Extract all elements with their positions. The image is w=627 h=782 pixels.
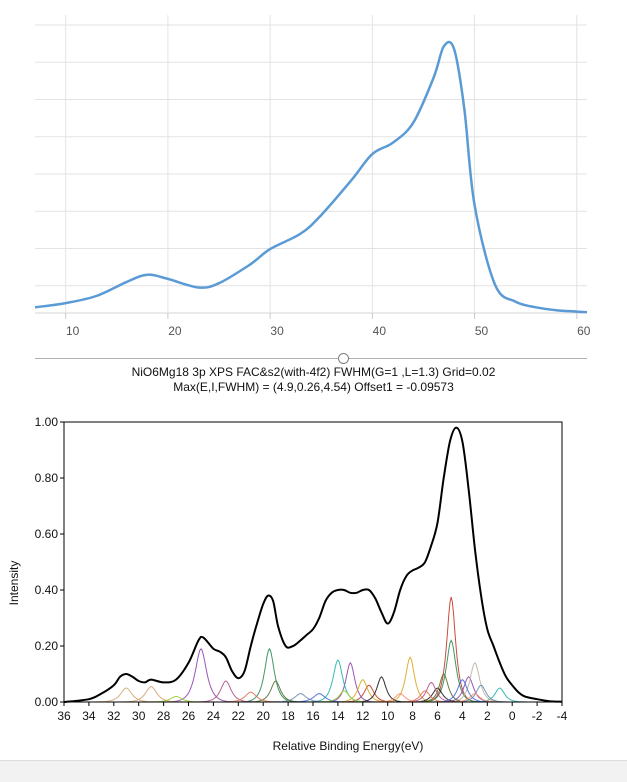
- top-spectrum-chart: 10 20 30 40 50 60: [34, 15, 591, 338]
- component-curve: [64, 661, 561, 703]
- top-x-tick-label: 20: [168, 324, 182, 338]
- component-curve: [64, 596, 561, 703]
- y-tick-label: 0.00: [35, 695, 59, 709]
- x-axis-label: Relative Binding Energy(eV): [273, 739, 424, 753]
- x-tick-label: 22: [232, 709, 246, 723]
- x-tick-label: 4: [459, 709, 466, 723]
- chart-divider: [35, 358, 587, 359]
- component-curve: [64, 680, 561, 703]
- x-tick-label: 26: [182, 709, 196, 723]
- component-curve: [64, 678, 561, 703]
- component-curves: [64, 596, 561, 703]
- x-tick-label: 2: [484, 709, 491, 723]
- top-chart-tick-labels: 10 20 30 40 50 60: [66, 324, 591, 338]
- x-tick-label: 32: [107, 709, 121, 723]
- x-tick-label: 18: [281, 709, 295, 723]
- component-curve: [64, 680, 561, 703]
- y-tick-label: 0.20: [35, 639, 59, 653]
- x-tick-label: 12: [356, 709, 370, 723]
- x-tick-label: 6: [434, 709, 441, 723]
- x-tick-label: 24: [207, 709, 221, 723]
- top-x-tick-label: 10: [66, 324, 80, 338]
- divider-drag-handle[interactable]: [338, 353, 349, 364]
- top-chart-grid: [35, 15, 587, 319]
- top-x-tick-label: 60: [577, 324, 591, 338]
- x-tick-label: 8: [409, 709, 416, 723]
- plot-frame: [63, 421, 563, 703]
- x-tick-label: 16: [306, 709, 320, 723]
- component-curve: [64, 656, 561, 703]
- component-curve: [64, 686, 561, 703]
- top-series-line: [34, 40, 588, 314]
- x-tick-label: 28: [157, 709, 171, 723]
- footer-bar: [0, 760, 627, 782]
- figure-title: NiO6Mg18 3p XPS FAC&s2(with-4f2) FWHM(G=…: [131, 365, 496, 379]
- x-tick-label: -4: [557, 709, 568, 723]
- y-tick-label: 0.40: [35, 583, 59, 597]
- x-tick-label: 34: [82, 709, 96, 723]
- x-tick-label: 30: [132, 709, 146, 723]
- x-tick-label: 14: [331, 709, 345, 723]
- component-curve: [64, 647, 561, 703]
- total-series-line: [63, 426, 563, 703]
- component-curve: [64, 678, 561, 703]
- x-tick-label: 0: [509, 709, 516, 723]
- x-tick-label: 36: [57, 709, 71, 723]
- x-tick-label: 20: [257, 709, 271, 723]
- y-tick-label: 0.80: [35, 471, 59, 485]
- x-tick-label: -2: [532, 709, 543, 723]
- top-x-tick-label: 50: [475, 324, 489, 338]
- figure-subtitle: Max(E,I,FWHM) = (4.9,0.26,4.54) Offset1 …: [173, 380, 454, 394]
- y-tick-label: 0.60: [35, 527, 59, 541]
- top-x-tick-label: 40: [373, 324, 387, 338]
- y-axis-label: Intensity: [7, 561, 21, 606]
- total-curve: [63, 426, 563, 703]
- y-tick-label: 1.00: [35, 415, 59, 429]
- x-tick-label: 10: [381, 709, 395, 723]
- top-x-tick-label: 30: [270, 324, 284, 338]
- top-chart-series: [34, 40, 588, 314]
- component-curve: [64, 647, 561, 703]
